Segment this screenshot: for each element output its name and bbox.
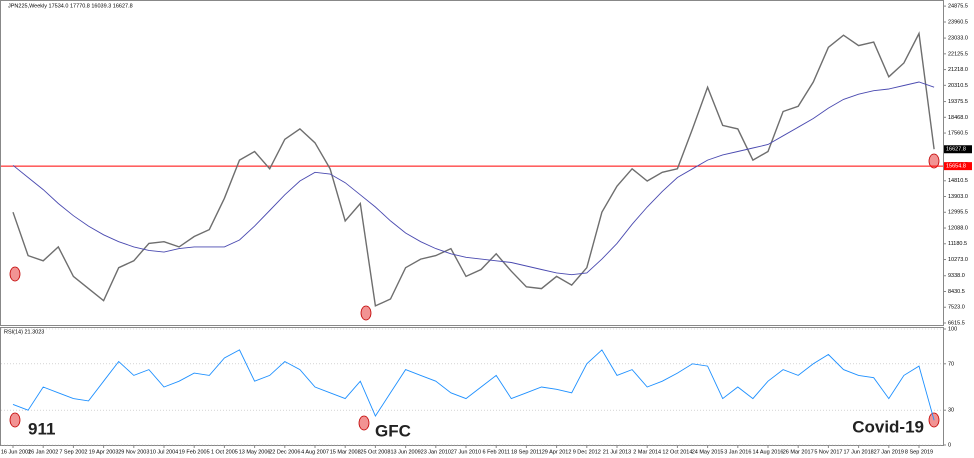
x-tick-label: 7 Sep 2002 [59,449,87,455]
chart-title: JPN225,Weekly 17534.0 17770.8 16039.3 16… [8,3,133,9]
x-tick-label: 26 Mar 2017 [783,449,814,455]
y-tick-label: 24875.5 [948,4,968,10]
y-tick-label: 6615.5 [948,320,965,326]
y-tick-label: 23033.0 [948,36,968,42]
x-tick-label: 9 Dec 2012 [573,449,601,455]
y-tick-label: 20310.5 [948,83,968,89]
x-tick-label: 29 Nov 2003 [118,449,149,455]
y-tick-label: 11180.5 [948,241,967,247]
x-tick-label: 27 Jun 2010 [451,449,481,455]
y-tick-label: 19375.5 [948,99,968,105]
price-panel [0,0,944,326]
rsi-title: RSI(14) 21.3023 [4,329,44,335]
annotation: 911 [28,419,55,438]
series-line [12,81,935,276]
y-tick-label: 13903.0 [948,194,968,200]
x-tick-label: 10 Jul 2004 [150,449,178,455]
marker [9,412,21,428]
x-tick-label: 5 Nov 2017 [814,449,842,455]
x-tick-label: 2 Mar 2014 [633,449,661,455]
last-price-label: 16627.8 [946,147,966,153]
series-line [12,31,935,307]
x-tick-label: 16 Jun 2001 [1,449,31,455]
y-tick-label: 23960.5 [948,19,968,25]
x-tick-label: 25 Oct 2008 [360,449,390,455]
annotation: Covid-19 [852,417,924,436]
x-tick-label: 4 Aug 2007 [301,449,329,455]
y-tick-label: 18468.0 [948,115,968,121]
annotation: GFC [375,421,411,440]
marker [360,305,372,321]
x-tick-label: 23 Jan 2010 [421,449,451,455]
marker [358,415,370,431]
x-tick-label: 12 Oct 2014 [662,449,692,455]
last-price-box [944,145,972,154]
y-tick-label: 12995.5 [948,210,968,216]
x-tick-label: 13 Jun 2009 [390,449,420,455]
y-tick-label: 70 [948,361,954,367]
x-tick-label: 15 Mar 2008 [330,449,361,455]
y-tick-label: 12088.0 [948,225,968,231]
y-tick-label: 21218.0 [948,67,968,73]
y-tick-label: 14810.5 [948,178,968,184]
marker [928,153,940,169]
y-tick-label: 8430.5 [948,289,965,295]
x-tick-label: 1 Oct 2005 [211,449,238,455]
level-label: 15654.8 [946,164,966,170]
x-tick-label: 18 Sep 2011 [511,449,542,455]
rsi-panel [0,327,944,446]
y-tick-label: 100 [948,326,957,332]
y-tick-label: 9338.0 [948,273,965,279]
markers [9,153,940,431]
y-tick-label: 22125.5 [948,51,968,57]
x-tick-label: 22 Dec 2006 [269,449,300,455]
x-tick-label: 17 Jun 2018 [843,449,873,455]
level-label-box [944,162,972,171]
x-tick-label: 13 May 2006 [239,449,271,455]
x-tick-label: 8 Sep 2019 [905,449,933,455]
x-tick-label: 26 Jan 2002 [28,449,58,455]
marker [9,266,21,282]
x-tick-label: 19 Apr 2003 [89,449,119,455]
x-tick-label: 19 Feb 2005 [179,449,210,455]
x-tick-label: 24 May 2015 [692,449,724,455]
x-tick-label: 21 Jul 2013 [603,449,631,455]
x-tick-label: 6 Feb 2011 [482,449,509,455]
x-tick-label: 27 Jan 2019 [874,449,904,455]
x-tick-label: 3 Jan 2016 [724,449,751,455]
x-tick-label: 14 Aug 2016 [753,449,784,455]
series-line [12,349,935,421]
y-tick-label: 7523.0 [948,305,965,311]
x-tick-label: 29 Apr 2012 [542,449,572,455]
y-tick-label: 30 [948,408,954,414]
y-tick-label: 10273.0 [948,257,968,263]
y-tick-label: 17560.5 [948,131,968,137]
y-tick-label: 0 [948,442,951,448]
